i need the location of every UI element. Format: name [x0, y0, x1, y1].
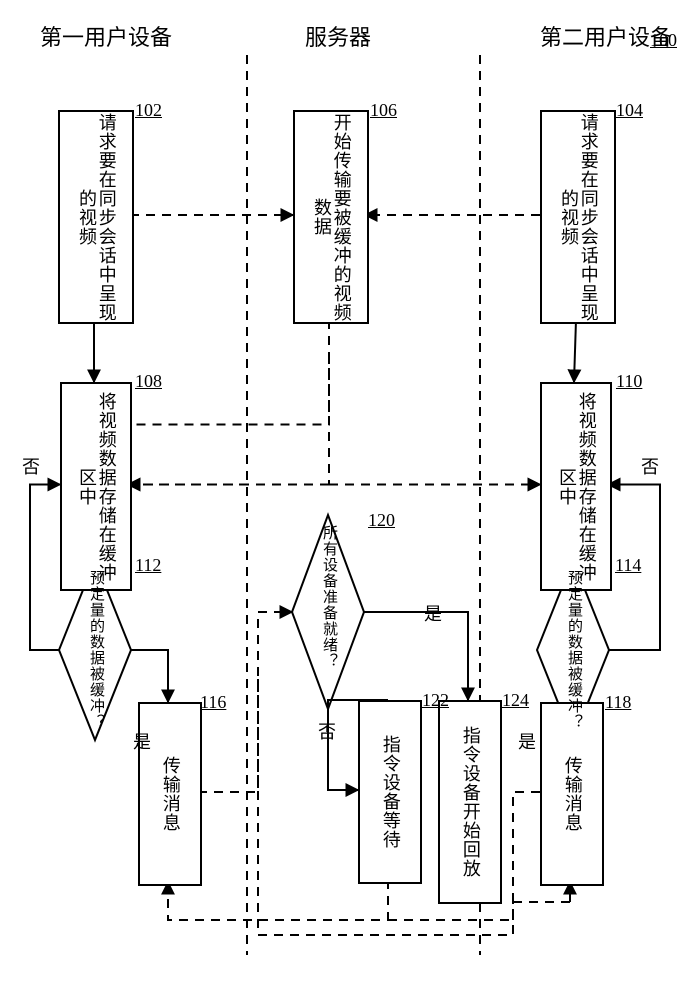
lane-header-server: 服务器: [305, 20, 371, 52]
yes-server: 是: [424, 600, 442, 626]
fig-ref-100: 100: [650, 30, 677, 51]
box-first-store: 将视频数据存储在缓冲区中: [60, 382, 132, 591]
ref-108: 108: [135, 371, 162, 392]
ref-106: 106: [370, 100, 397, 121]
label-second-transmit: 传输消息: [562, 756, 582, 832]
ref-116: 116: [200, 692, 226, 713]
yes-first: 是: [133, 728, 151, 754]
no-second: 否: [641, 453, 659, 479]
label-first-decision: 预定量的数据被缓冲？: [86, 570, 107, 730]
label-second-store: 将视频数据存储在缓冲区中: [556, 384, 596, 589]
box-server-play: 指令设备开始回放: [438, 700, 502, 904]
box-server-wait: 指令设备等待: [358, 700, 422, 884]
label-server-play: 指令设备开始回放: [460, 726, 480, 878]
label-server-wait: 指令设备等待: [380, 735, 400, 849]
label-server-ready: 所有设备准备就绪？: [319, 525, 340, 699]
ref-122: 122: [422, 690, 449, 711]
no-server: 否: [318, 718, 336, 744]
box-first-request: 请求要在同步会话中呈现的视频: [58, 110, 134, 324]
label-second-decision: 预定量的数据被缓冲？: [564, 570, 585, 730]
lane-header-first: 第一用户设备: [40, 20, 172, 52]
no-first: 否: [22, 453, 40, 479]
label-first-store: 将视频数据存储在缓冲区中: [76, 384, 116, 589]
ref-124: 124: [502, 690, 529, 711]
ref-102: 102: [135, 100, 162, 121]
yes-second: 是: [518, 728, 536, 754]
label-first-request: 请求要在同步会话中呈现的视频: [76, 112, 116, 322]
ref-120: 120: [368, 510, 395, 531]
box-server-start: 开始传输要被缓冲的视频数据: [293, 110, 369, 324]
ref-110: 110: [616, 371, 642, 392]
label-server-start: 开始传输要被缓冲的视频数据: [311, 112, 351, 322]
box-second-request: 请求要在同步会话中呈现的视频: [540, 110, 616, 324]
box-second-store: 将视频数据存储在缓冲区中: [540, 382, 612, 591]
ref-118: 118: [605, 692, 631, 713]
label-first-transmit: 传输消息: [160, 756, 180, 832]
ref-104: 104: [616, 100, 643, 121]
ref-114: 114: [615, 555, 641, 576]
label-second-request: 请求要在同步会话中呈现的视频: [558, 112, 598, 322]
ref-112: 112: [135, 555, 161, 576]
